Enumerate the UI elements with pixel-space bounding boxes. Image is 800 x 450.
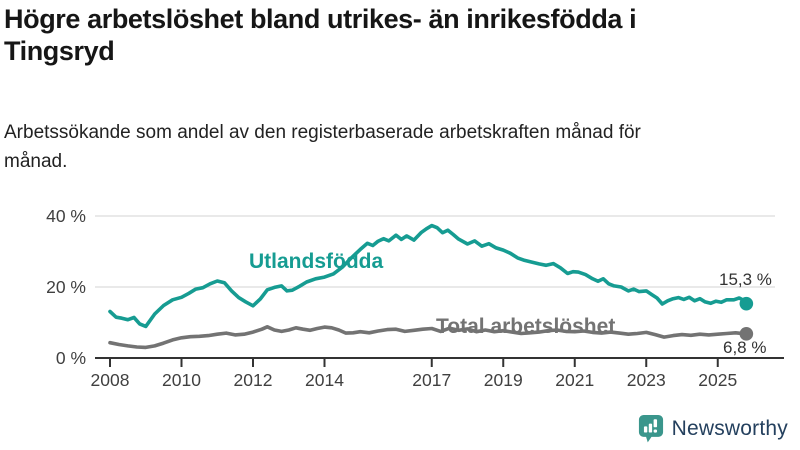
newsworthy-bar-chart-icon xyxy=(638,415,663,443)
page-title: Högre arbetslöshet bland utrikes- än inr… xyxy=(4,4,637,66)
x-axis-label: 2012 xyxy=(234,370,273,390)
newsworthy-wordmark: Newsworthy xyxy=(671,416,788,440)
x-axis-label: 2021 xyxy=(555,370,594,390)
end-value-utlandsfodda: 15,3 % xyxy=(719,270,772,289)
end-value-total-arbetsloshet: 6,8 % xyxy=(723,338,767,357)
y-axis-label: 0 % xyxy=(56,348,86,368)
x-axis-label: 2019 xyxy=(484,370,523,390)
series-end-dot xyxy=(739,296,754,311)
x-axis-label: 2008 xyxy=(91,370,130,390)
newsworthy-logo: Newsworthy xyxy=(638,414,788,443)
series-end-dot xyxy=(739,327,754,341)
x-axis-label: 2014 xyxy=(305,370,344,390)
series-label-utlandsfodda: Utlandsfödda xyxy=(249,250,384,273)
x-axis-label: 2010 xyxy=(162,370,201,390)
series-label-total-arbetsloshet: Total arbetslöshet xyxy=(436,315,616,338)
x-axis-label: 2017 xyxy=(412,370,451,390)
series-line xyxy=(108,223,749,329)
page-subtitle: Arbetssökande som andel av den registerb… xyxy=(4,122,641,173)
series-line xyxy=(108,324,749,350)
y-axis-label: 40 % xyxy=(46,206,86,226)
y-axis-label: 20 % xyxy=(46,277,86,297)
x-axis-label: 2023 xyxy=(627,370,666,390)
x-axis-label: 2025 xyxy=(698,370,737,390)
chart-header: Högre arbetslöshet bland utrikes- än inr… xyxy=(4,4,796,172)
